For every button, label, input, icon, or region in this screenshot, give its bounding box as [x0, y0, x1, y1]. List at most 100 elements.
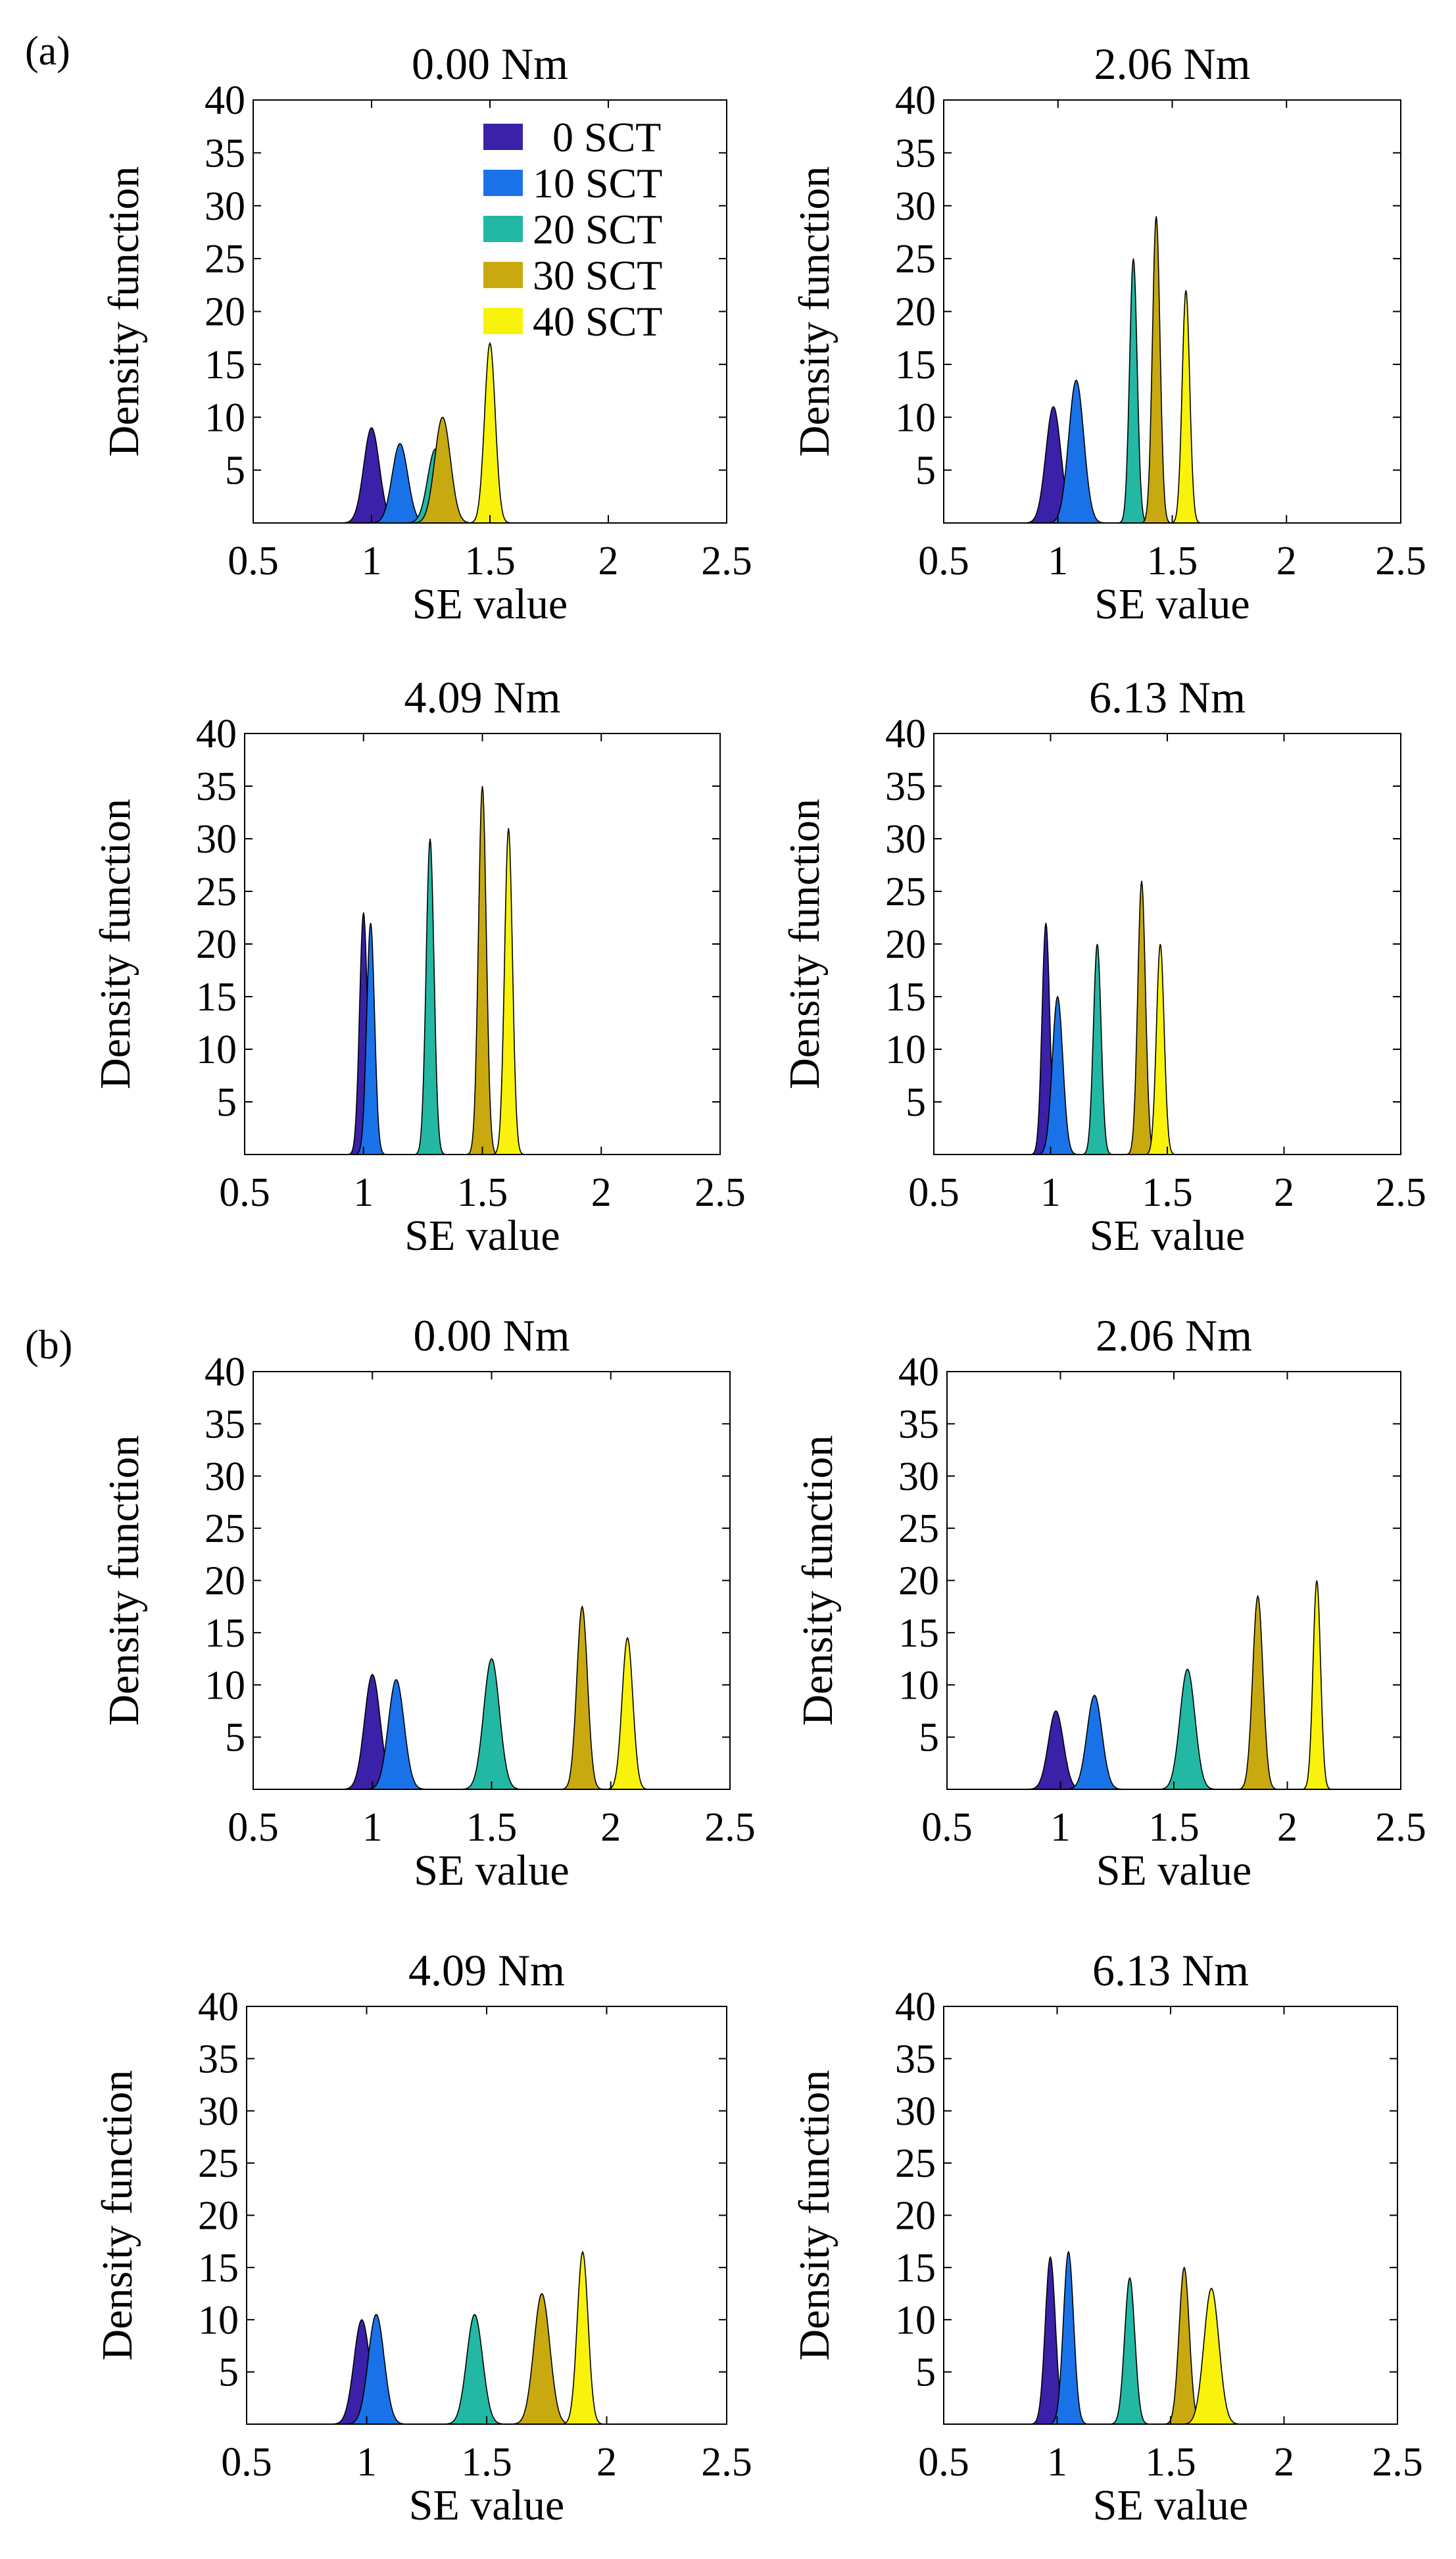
x-tick-label: 1.5 [464, 539, 516, 584]
subplot-title: 2.06 Nm [1096, 1310, 1252, 1360]
x-tick-label: 2 [1274, 2440, 1294, 2485]
y-tick-label: 15 [885, 975, 926, 1020]
x-axis-label: SE value [1093, 2481, 1248, 2529]
x-tick-label: 0.5 [219, 1170, 270, 1215]
x-axis-label: SE value [1096, 1847, 1251, 1895]
axes-frame [943, 2006, 1398, 2425]
legend-swatch [483, 170, 523, 196]
y-axis-label: Density function [781, 799, 829, 1089]
x-tick-label: 2.5 [694, 1170, 746, 1215]
y-tick-label: 15 [198, 2246, 239, 2291]
y-tick-label: 30 [198, 2089, 239, 2134]
y-tick-label: 30 [898, 1454, 939, 1499]
x-tick-label: 2.5 [1372, 2440, 1423, 2485]
y-tick-label: 40 [205, 1350, 245, 1395]
y-tick-label: 35 [895, 131, 936, 176]
y-tick-label: 40 [895, 1985, 936, 2029]
density-curve-20-sct [459, 1658, 524, 1790]
subplot-4: 5 10 15 20 25 30 35 40 0.5 1 1.5 2 2.5 6.13 Nm SE valu… [781, 672, 1426, 1260]
legend-swatch [483, 216, 523, 242]
x-tick-label: 1 [1050, 1805, 1071, 1850]
subplot-8: 5 10 15 20 25 30 35 40 0.5 1 1.5 2 2.5 6.13 Nm SE valu… [790, 1945, 1423, 2529]
y-tick-label: 30 [205, 184, 245, 229]
y-tick-label: 5 [915, 449, 936, 493]
y-tick-label: 10 [898, 1663, 939, 1708]
x-tick-label: 1 [356, 2440, 377, 2485]
y-tick-label: 25 [885, 870, 926, 914]
density-curve-10-sct [1044, 379, 1108, 524]
y-tick-label: 25 [895, 237, 936, 282]
x-tick-label: 1 [362, 1805, 383, 1850]
y-tick-label: 35 [205, 131, 245, 176]
y-axis-label: Density function [790, 2070, 838, 2361]
subplot-title: 6.13 Nm [1092, 1945, 1249, 1995]
x-tick-label: 1.5 [1148, 1805, 1200, 1850]
y-tick-label: 20 [895, 290, 936, 335]
y-tick-label: 40 [198, 1985, 239, 2029]
x-tick-label: 2.5 [701, 2440, 752, 2485]
density-curve-30-sct [509, 2293, 575, 2425]
x-axis-label: SE value [1090, 1212, 1245, 1260]
x-tick-label: 2.5 [1375, 1170, 1426, 1215]
y-tick-label: 10 [198, 2298, 239, 2343]
density-curve-30-sct [410, 416, 475, 524]
legend-swatch [483, 308, 523, 334]
y-tick-label: 35 [205, 1402, 245, 1447]
x-tick-label: 2 [1274, 1170, 1294, 1215]
x-tick-label: 1.5 [1147, 539, 1198, 584]
legend-swatch [483, 262, 523, 288]
x-tick-label: 2 [600, 1805, 621, 1850]
y-tick-label: 35 [196, 764, 237, 809]
x-tick-label: 0.5 [221, 2440, 272, 2485]
y-tick-label: 10 [196, 1028, 237, 1072]
y-axis-label: Density function [790, 166, 838, 457]
y-tick-label: 25 [895, 2141, 936, 2186]
y-tick-label: 20 [898, 1559, 939, 1604]
y-tick-label: 35 [895, 2037, 936, 2081]
x-axis-label: SE value [414, 1847, 569, 1895]
subplot-title: 2.06 Nm [1094, 39, 1251, 89]
y-tick-label: 40 [895, 78, 936, 123]
x-tick-label: 1 [1047, 2440, 1067, 2485]
y-tick-label: 5 [216, 1080, 237, 1125]
y-tick-label: 25 [205, 1506, 245, 1551]
x-tick-label: 0.5 [921, 1805, 973, 1850]
panel-label-a: (a) [25, 29, 70, 74]
x-tick-label: 1.5 [1145, 2440, 1196, 2485]
subplot-3: 5 10 15 20 25 30 35 40 0.5 1 1.5 2 2.5 4.09 Nm SE valu… [91, 672, 746, 1260]
x-tick-label: 2.5 [704, 1805, 756, 1850]
y-tick-label: 25 [196, 870, 237, 914]
legend-swatch [483, 124, 523, 150]
x-tick-label: 2 [591, 1170, 612, 1215]
subplot-2: 5 10 15 20 25 30 35 40 0.5 1 1.5 2 2.5 2.06 Nm SE valu… [790, 39, 1426, 628]
x-tick-label: 1 [1040, 1170, 1061, 1215]
x-tick-label: 0.5 [918, 2440, 969, 2485]
y-tick-label: 20 [205, 290, 245, 335]
y-tick-label: 10 [205, 1663, 245, 1708]
y-tick-label: 5 [919, 1716, 939, 1760]
legend-label: 0 SCT [552, 114, 661, 161]
density-curve-40-sct [1180, 2287, 1242, 2425]
y-tick-label: 10 [885, 1028, 926, 1072]
x-tick-label: 1 [362, 539, 382, 584]
x-tick-label: 2.5 [701, 539, 752, 584]
y-axis-label: Density function [100, 1435, 148, 1726]
y-tick-label: 5 [906, 1080, 926, 1125]
y-tick-label: 20 [885, 922, 926, 967]
x-tick-label: 2.5 [1375, 1805, 1426, 1850]
y-tick-label: 5 [225, 1716, 245, 1760]
y-tick-label: 15 [895, 343, 936, 387]
x-tick-label: 0.5 [228, 539, 279, 584]
y-axis-label: Density function [100, 166, 148, 457]
x-tick-label: 1.5 [1142, 1170, 1193, 1215]
y-tick-label: 35 [198, 2037, 239, 2081]
y-tick-label: 40 [196, 712, 237, 757]
subplot-title: 0.00 Nm [414, 1310, 570, 1360]
x-tick-label: 0.5 [908, 1170, 959, 1215]
x-tick-label: 2 [598, 539, 619, 584]
x-tick-label: 0.5 [918, 539, 969, 584]
y-tick-label: 30 [196, 817, 237, 862]
